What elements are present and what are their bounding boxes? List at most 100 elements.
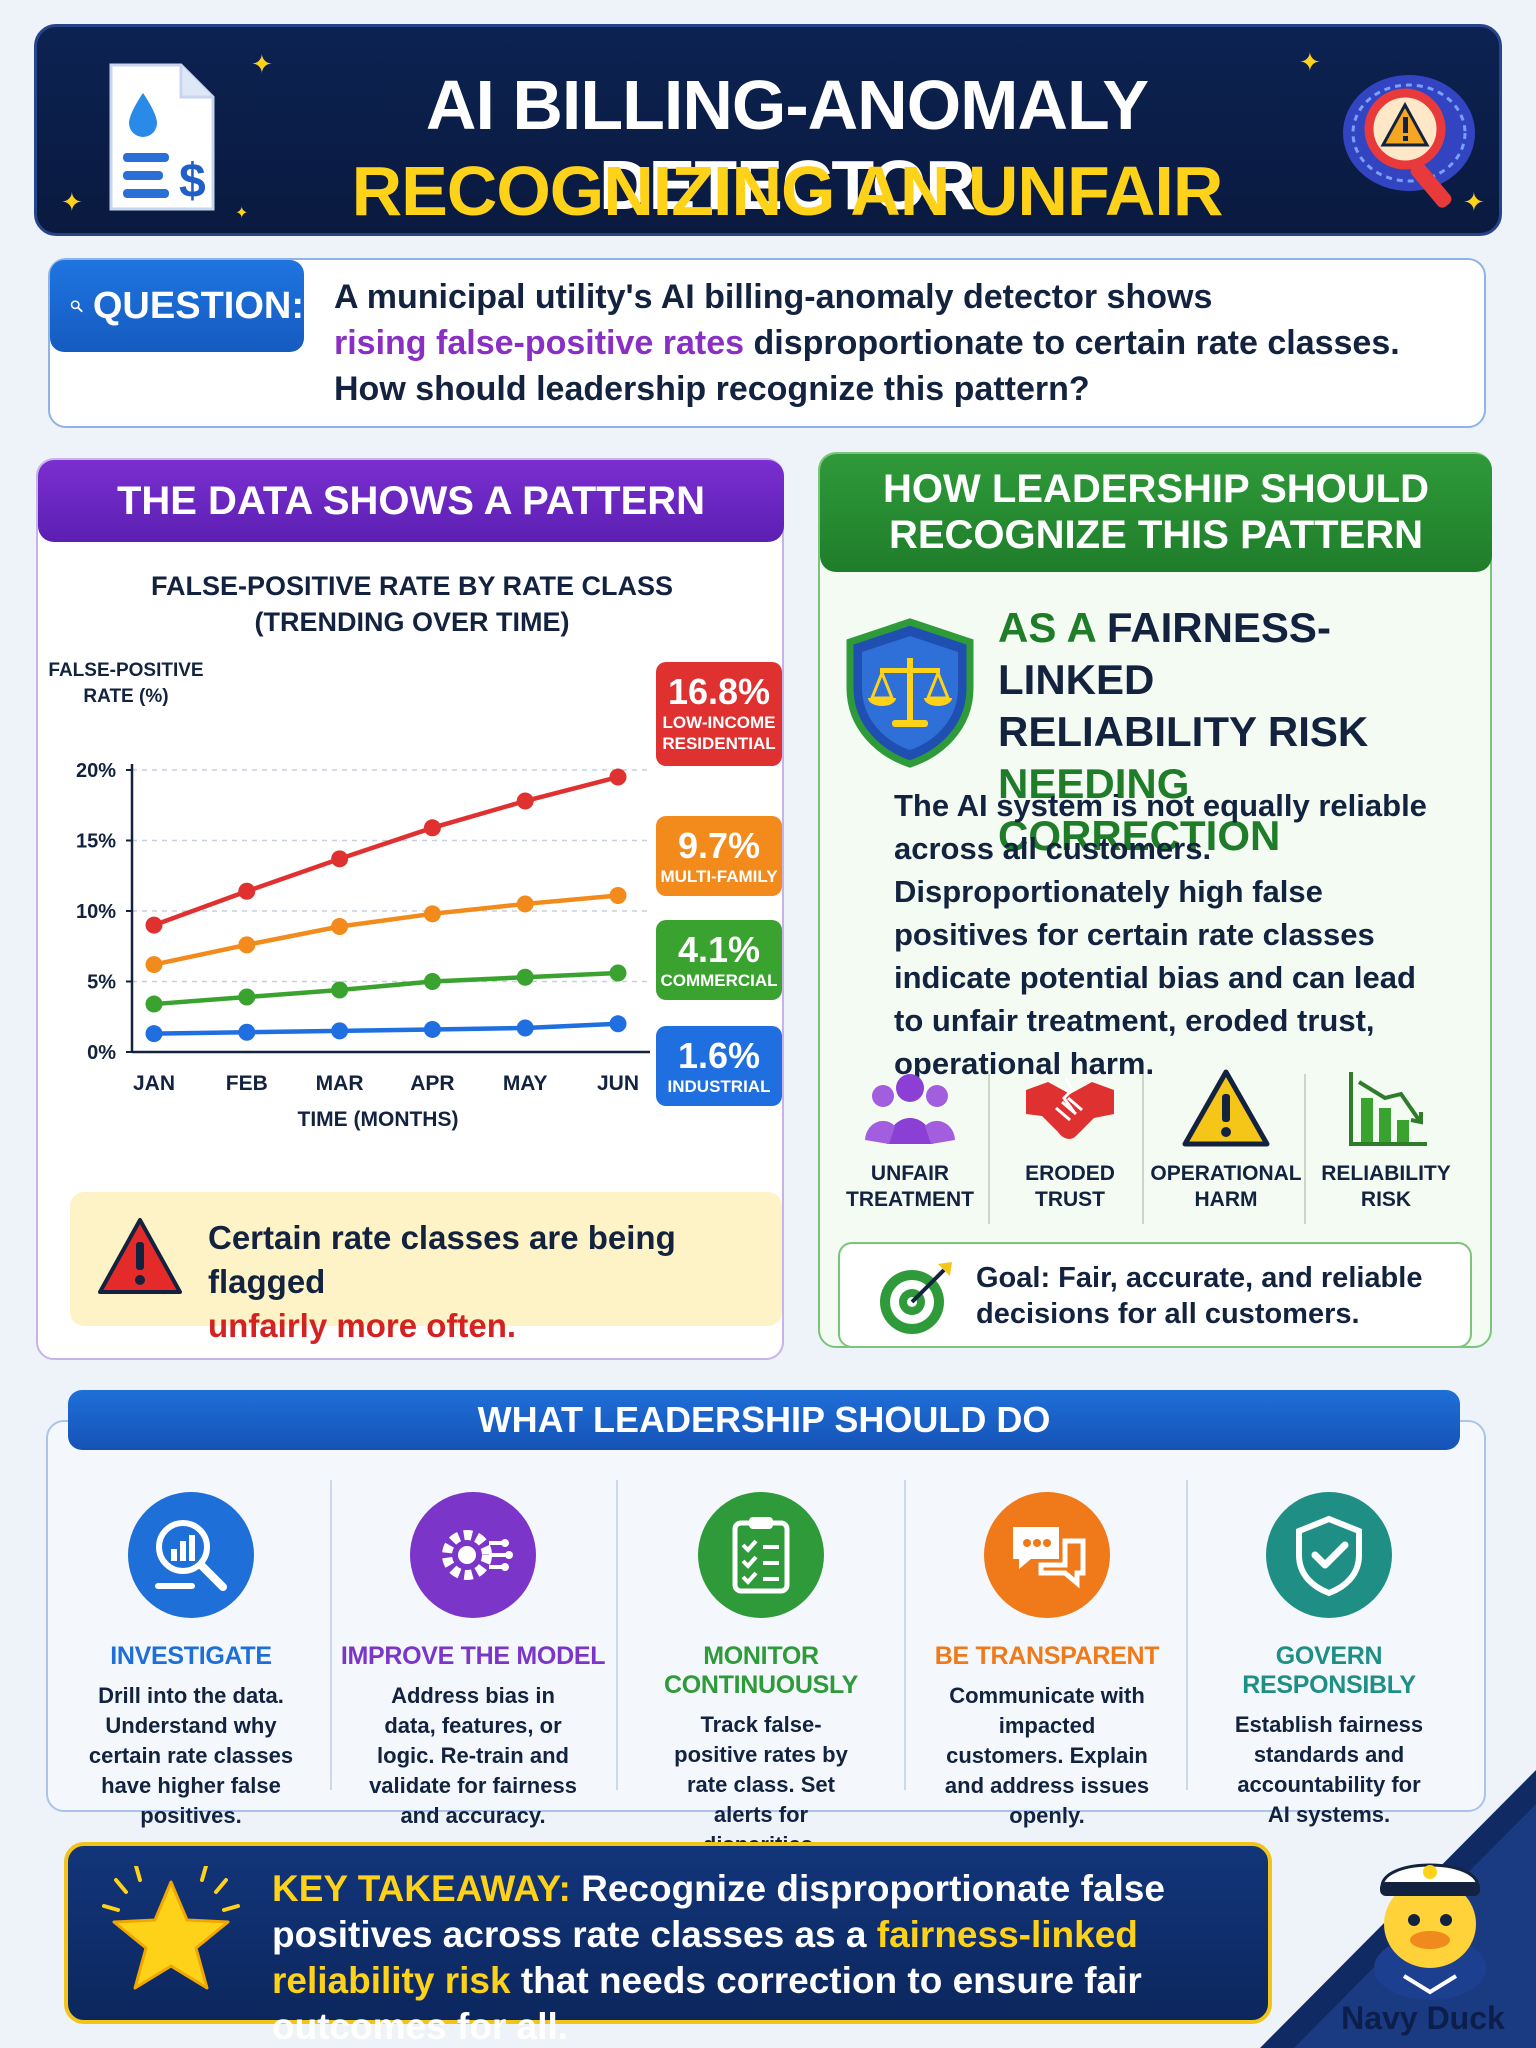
goal-text: Goal: Fair, accurate, and reliable decis… [976, 1262, 1423, 1330]
shield-scales-icon [846, 618, 974, 768]
y-axis-label: RATE (%) [83, 686, 168, 707]
y-axis-label: FALSE-POSITIVE [48, 660, 203, 681]
impact-reliability-risk: RELIABILITY RISK [1308, 1068, 1464, 1213]
y-tick-label: 10% [76, 901, 116, 923]
badge-label: MULTI-FAMILY [660, 867, 778, 886]
y-tick-label: 5% [87, 972, 116, 994]
divider [988, 1074, 990, 1224]
takeaway-text-part1: Recognize disproportionate false positiv… [272, 1868, 1165, 1955]
shield-check-icon [1266, 1492, 1392, 1618]
action-heading: MONITOR CONTINUOUSLY [663, 1642, 859, 1699]
risk-title-line3: NEEDING CORRECTION [998, 760, 1281, 859]
divider [1142, 1074, 1144, 1224]
series-line-3 [153, 1021, 619, 1036]
data-point [423, 973, 441, 990]
action-improve-model: IMPROVE THE MODEL Address bias in data, … [338, 1492, 608, 1831]
impact-eroded-trust: ERODED TRUST [992, 1068, 1148, 1213]
impact-label: ERODED [1025, 1162, 1115, 1185]
series-line-0 [153, 774, 619, 928]
risk-description: The AI system is not equally reliable ac… [894, 788, 1427, 1081]
recognize-title-line2: RECOGNIZE THIS PATTERN [888, 513, 1424, 557]
data-point [423, 905, 441, 923]
x-tick-label: MAY [503, 1072, 548, 1095]
data-point [331, 918, 349, 936]
badge-value: 9.7% [677, 825, 761, 866]
people-icon [865, 1074, 955, 1144]
data-point [609, 886, 627, 904]
chart-title: FALSE-POSITIVE RATE BY RATE CLASS [150, 571, 674, 601]
chat-bubbles-icon [984, 1492, 1110, 1618]
y-tick-label: 20% [76, 760, 116, 782]
data-point [145, 995, 163, 1013]
data-panel-title: THE DATA SHOWS A PATTERN [38, 460, 784, 542]
recognize-pattern-panel: HOW LEADERSHIP SHOULD RECOGNIZE THIS PAT… [818, 452, 1492, 1348]
question-text-part3: How should leadership recognize this pat… [334, 370, 1090, 408]
action-description: Track false-positive rates by rate class… [674, 1712, 848, 1857]
y-tick-label: 15% [76, 831, 116, 853]
series-line-2 [153, 970, 619, 1007]
action-heading: GOVERN RESPONSIBLY [1242, 1642, 1416, 1699]
question-label: QUESTION: [92, 284, 304, 327]
navy-duck-mascot-icon [1374, 1863, 1486, 2000]
title-line-1: AI BILLING-ANOMALY DETECTOR [425, 66, 1149, 224]
impact-label: TREATMENT [846, 1188, 974, 1211]
takeaway-text-part2: that needs correction to ensure fair out… [272, 1960, 1142, 2047]
header-banner: $ ✦ ✦ ✦ AI BILLING-ANOMALY DETECTOR RECO… [34, 24, 1502, 236]
magnifier-chart-icon [128, 1492, 254, 1618]
question-text-part1: A municipal utility's AI billing-anomaly… [334, 278, 1213, 316]
data-point [609, 964, 627, 982]
risk-title-as: AS A [998, 604, 1096, 651]
badge-commercial: 4.1% COMMERCIAL [656, 920, 782, 1000]
goal-callout: Goal: Fair, accurate, and reliable decis… [838, 1242, 1472, 1348]
badge-industrial: 1.6% INDUSTRIAL [656, 1026, 782, 1106]
gear-circuit-icon [410, 1492, 536, 1618]
recognize-panel-title: HOW LEADERSHIP SHOULD RECOGNIZE THIS PAT… [820, 454, 1492, 572]
badge-multi-family: 9.7% MULTI-FAMILY [656, 816, 782, 896]
warning-text: Certain rate classes are being flagged u… [208, 1216, 768, 1348]
data-pattern-panel: THE DATA SHOWS A PATTERN FALSE-POSITIVE … [36, 458, 784, 1360]
takeaway-label: KEY TAKEAWAY: [272, 1868, 571, 1909]
star-icon [102, 1866, 240, 1990]
data-point [516, 968, 534, 986]
divider [1186, 1480, 1188, 1790]
data-point [238, 882, 256, 900]
impact-unfair-treatment: UNFAIR TREATMENT [832, 1068, 988, 1213]
question-highlight: rising false-positive rates [334, 324, 745, 362]
data-point [331, 981, 349, 999]
chart-title-block: FALSE-POSITIVE RATE BY RATE CLASS (TREND… [78, 568, 746, 640]
x-axis-label: TIME (MONTHS) [298, 1108, 459, 1131]
sparkle-icon: ✦ [1463, 187, 1485, 217]
title-line-2: RECOGNIZING AN UNFAIR PATTERN [351, 152, 1224, 233]
sparkle-icon: ✦ [1299, 47, 1321, 77]
data-point [331, 1022, 349, 1040]
data-point [145, 1025, 163, 1043]
action-heading: BE TRANSPARENT [934, 1642, 1160, 1670]
action-heading: INVESTIGATE [110, 1642, 272, 1670]
takeaway-highlight: fairness-linked reliability risk [272, 1914, 1138, 2001]
badge-label: INDUSTRIAL [667, 1077, 771, 1096]
question-box: QUESTION: A municipal utility's AI billi… [48, 258, 1486, 428]
clipboard-check-icon [698, 1492, 824, 1618]
data-point [609, 768, 627, 786]
x-tick-label: JAN [133, 1072, 175, 1095]
badge-label: COMMERCIAL [660, 971, 778, 990]
brand-label: Navy Duck [1341, 2000, 1505, 2036]
declining-chart-icon [1349, 1072, 1427, 1146]
data-point [516, 792, 534, 810]
badge-value: 4.1% [677, 929, 761, 970]
badge-low-income: 16.8% LOW-INCOME RESIDENTIAL [656, 662, 782, 766]
data-point [516, 895, 534, 913]
water-bill-document-icon: $ [109, 63, 215, 211]
divider [616, 1480, 618, 1790]
sparkle-icon: ✦ [235, 205, 249, 222]
handshake-icon [1026, 1077, 1114, 1139]
impact-label: RISK [1360, 1188, 1412, 1211]
brain-magnifier-warning-icon [1343, 75, 1475, 208]
x-tick-label: FEB [226, 1072, 268, 1095]
sparkle-icon: ✦ [251, 49, 273, 79]
badge-label: LOW-INCOME [662, 713, 776, 732]
series-line-1 [153, 893, 619, 967]
target-icon [880, 1262, 952, 1334]
x-tick-label: JUN [597, 1072, 639, 1095]
svg-text:$: $ [179, 155, 206, 208]
